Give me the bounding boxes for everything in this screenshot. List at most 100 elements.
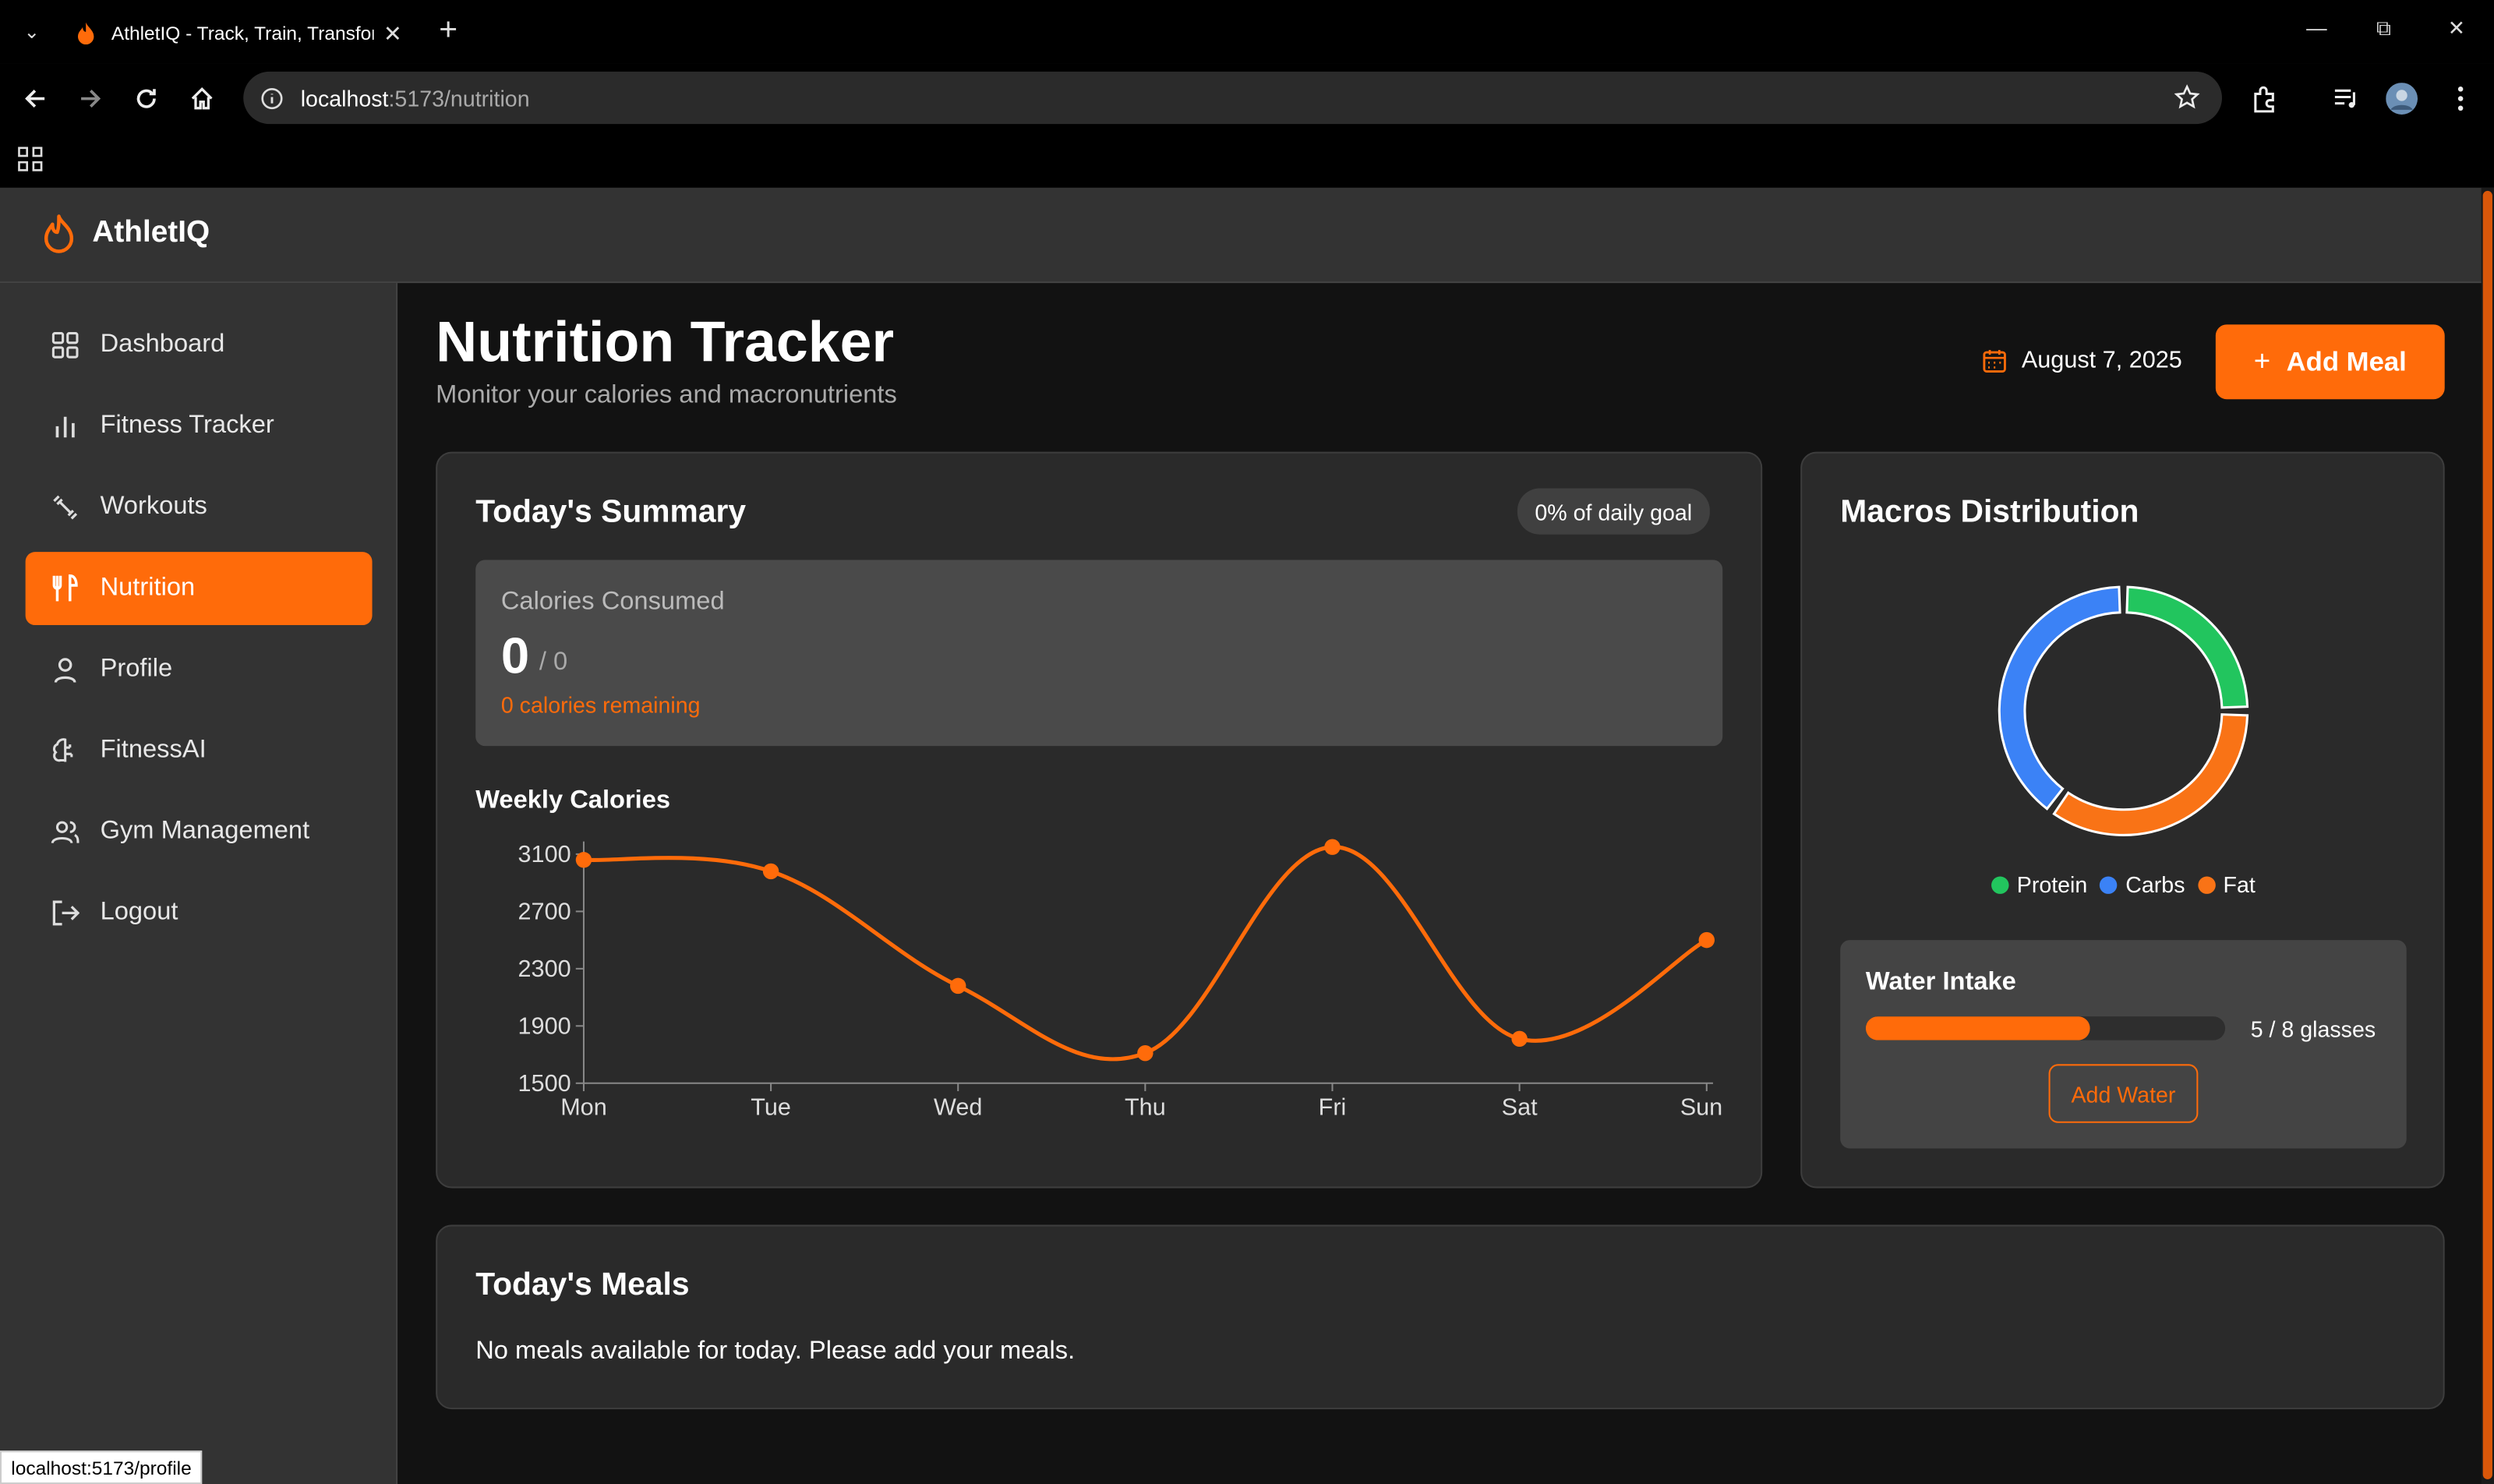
tab-close-icon[interactable]: ✕: [383, 19, 402, 46]
add-water-button[interactable]: Add Water: [2048, 1064, 2199, 1123]
grid-icon: [49, 329, 81, 361]
add-meal-label: Add Meal: [2286, 345, 2407, 376]
calories-value: 0: [500, 627, 530, 684]
site-info-icon[interactable]: [260, 85, 285, 111]
brain-icon: [49, 735, 81, 767]
tab-title: AthletIQ - Track, Train, Transform: [111, 22, 374, 45]
goal-badge: 0% of daily goal: [1517, 488, 1710, 535]
data-point[interactable]: [950, 977, 966, 995]
water-count: 5 / 8 glasses: [2250, 1016, 2376, 1042]
back-icon[interactable]: [19, 83, 51, 115]
data-point[interactable]: [1324, 839, 1341, 855]
fat-dot: [2197, 875, 2216, 893]
sidebar-item-gym-management[interactable]: Gym Management: [26, 795, 373, 868]
sidebar-item-label: Fitness Tracker: [100, 412, 274, 440]
calories-target: / 0: [539, 648, 568, 677]
sidebar-item-label: Logout: [100, 899, 178, 926]
sidebar-item-nutrition[interactable]: Nutrition: [25, 552, 373, 626]
macros-card: Macros Distribution Protein Carbs Fat Wa…: [1800, 451, 2445, 1189]
x-tick-label: Sat: [1502, 1094, 1538, 1121]
calendar-icon: [1982, 348, 2008, 373]
date-display[interactable]: August 7, 2025: [1982, 347, 2182, 374]
y-tick-label: 2700: [518, 899, 571, 925]
meals-empty-message: No meals available for today. Please add…: [475, 1337, 1076, 1366]
y-tick-label: 1500: [518, 1070, 571, 1097]
url-path: :5173/nutrition: [388, 85, 530, 111]
user-icon: [49, 654, 81, 686]
profile-avatar[interactable]: [2386, 83, 2418, 115]
y-tick-label: 2300: [518, 956, 571, 982]
restore-icon[interactable]: ⧉: [2376, 16, 2391, 41]
legend-label: Fat: [2223, 871, 2256, 898]
scrollbar-thumb[interactable]: [2482, 190, 2492, 1479]
forward-icon[interactable]: [75, 83, 107, 115]
x-tick-label: Wed: [934, 1094, 982, 1121]
brand-logo[interactable]: AthletIQ: [41, 213, 210, 254]
weekly-calories-line: [583, 845, 1708, 1062]
data-point[interactable]: [1511, 1030, 1528, 1048]
bar-chart-icon: [49, 411, 81, 443]
plus-icon: +: [2253, 344, 2271, 377]
donut-slice-carbs[interactable]: [1998, 585, 2121, 811]
sidebar-item-fitness-tracker[interactable]: Fitness Tracker: [26, 390, 373, 463]
sidebar-item-profile[interactable]: Profile: [26, 633, 373, 706]
sidebar-item-label: Dashboard: [100, 330, 225, 359]
sidebar-item-dashboard[interactable]: Dashboard: [26, 309, 373, 382]
data-point[interactable]: [1698, 931, 1715, 949]
url-host: localhost: [300, 85, 389, 111]
calories-remaining: 0 calories remaining: [500, 691, 701, 718]
app-header: AthletIQ: [0, 187, 2494, 284]
sidebar-item-logout[interactable]: Logout: [26, 876, 373, 949]
legend-label: Carbs: [2125, 871, 2185, 898]
page-scrollbar[interactable]: [2481, 187, 2494, 1484]
legend-item-fat: Fat: [2197, 871, 2256, 898]
data-point[interactable]: [1137, 1045, 1153, 1062]
data-point[interactable]: [575, 852, 592, 868]
logout-icon: [49, 897, 81, 929]
donut-slice-fat[interactable]: [2052, 713, 2249, 836]
donut-slice-protein[interactable]: [2125, 585, 2249, 709]
browser-toolbar: localhost:5173/nutrition: [0, 63, 2494, 134]
add-meal-button[interactable]: + Add Meal: [2215, 324, 2445, 400]
y-tick-label: 3100: [518, 841, 571, 867]
weekly-calories-chart: 1500 1900 2300 2700 3100 Mon Tue Wed Thu Fri Sat Su…: [518, 839, 1722, 1121]
weekly-chart-title: Weekly Calories: [475, 787, 671, 814]
data-point[interactable]: [762, 863, 779, 880]
main-content: Nutrition Tracker Monitor your calories …: [397, 283, 2494, 1484]
bookmark-star-icon[interactable]: [2174, 84, 2200, 118]
legend-item-protein: Protein: [1991, 871, 2087, 897]
sidebar-item-label: Profile: [100, 655, 173, 683]
reload-icon[interactable]: [130, 83, 162, 115]
page-subtitle: Monitor your calories and macronutrients: [436, 381, 897, 409]
home-icon[interactable]: [186, 83, 218, 115]
brand-name: AthletIQ: [92, 216, 210, 250]
y-tick-label: 1900: [518, 1013, 571, 1040]
apps-grid-icon[interactable]: [17, 147, 43, 180]
media-queue-icon[interactable]: [2330, 83, 2362, 115]
minimize-icon[interactable]: —: [2306, 16, 2327, 41]
sidebar-item-fitnessai[interactable]: FitnessAI: [26, 714, 373, 787]
app: AthletIQ Dashboard Fitness Tracker Worko…: [0, 187, 2494, 1484]
sidebar: Dashboard Fitness Tracker Workouts Nutri…: [0, 283, 398, 1484]
browser-menu-icon[interactable]: [2445, 83, 2477, 115]
macros-legend: Protein Carbs Fat: [1802, 871, 2444, 897]
extensions-icon[interactable]: [2249, 83, 2281, 115]
users-icon: [49, 816, 81, 848]
sidebar-item-workouts[interactable]: Workouts: [26, 471, 373, 544]
new-tab-icon[interactable]: +: [439, 12, 458, 48]
calories-box: Calories Consumed 0 / 0 0 calories remai…: [475, 560, 1723, 747]
tab-search-chevron-icon[interactable]: ⌄: [23, 20, 41, 44]
meals-card: Today's Meals No meals available for tod…: [436, 1224, 2445, 1410]
water-progress-bar: [1865, 1016, 2226, 1041]
macros-donut-chart: [1998, 585, 2249, 836]
window-close-icon[interactable]: ✕: [2447, 16, 2466, 41]
summary-card: Today's Summary 0% of daily goal Calorie…: [436, 451, 1763, 1189]
address-bar[interactable]: localhost:5173/nutrition: [243, 71, 2222, 125]
x-tick-label: Mon: [560, 1094, 607, 1121]
x-tick-label: Tue: [751, 1094, 791, 1121]
browser-tab[interactable]: AthletIQ - Track, Train, Transform ✕: [61, 9, 426, 57]
flame-icon: [44, 214, 74, 253]
water-title: Water Intake: [1865, 968, 2016, 996]
summary-title: Today's Summary: [475, 494, 747, 530]
date-text: August 7, 2025: [2021, 346, 2182, 374]
